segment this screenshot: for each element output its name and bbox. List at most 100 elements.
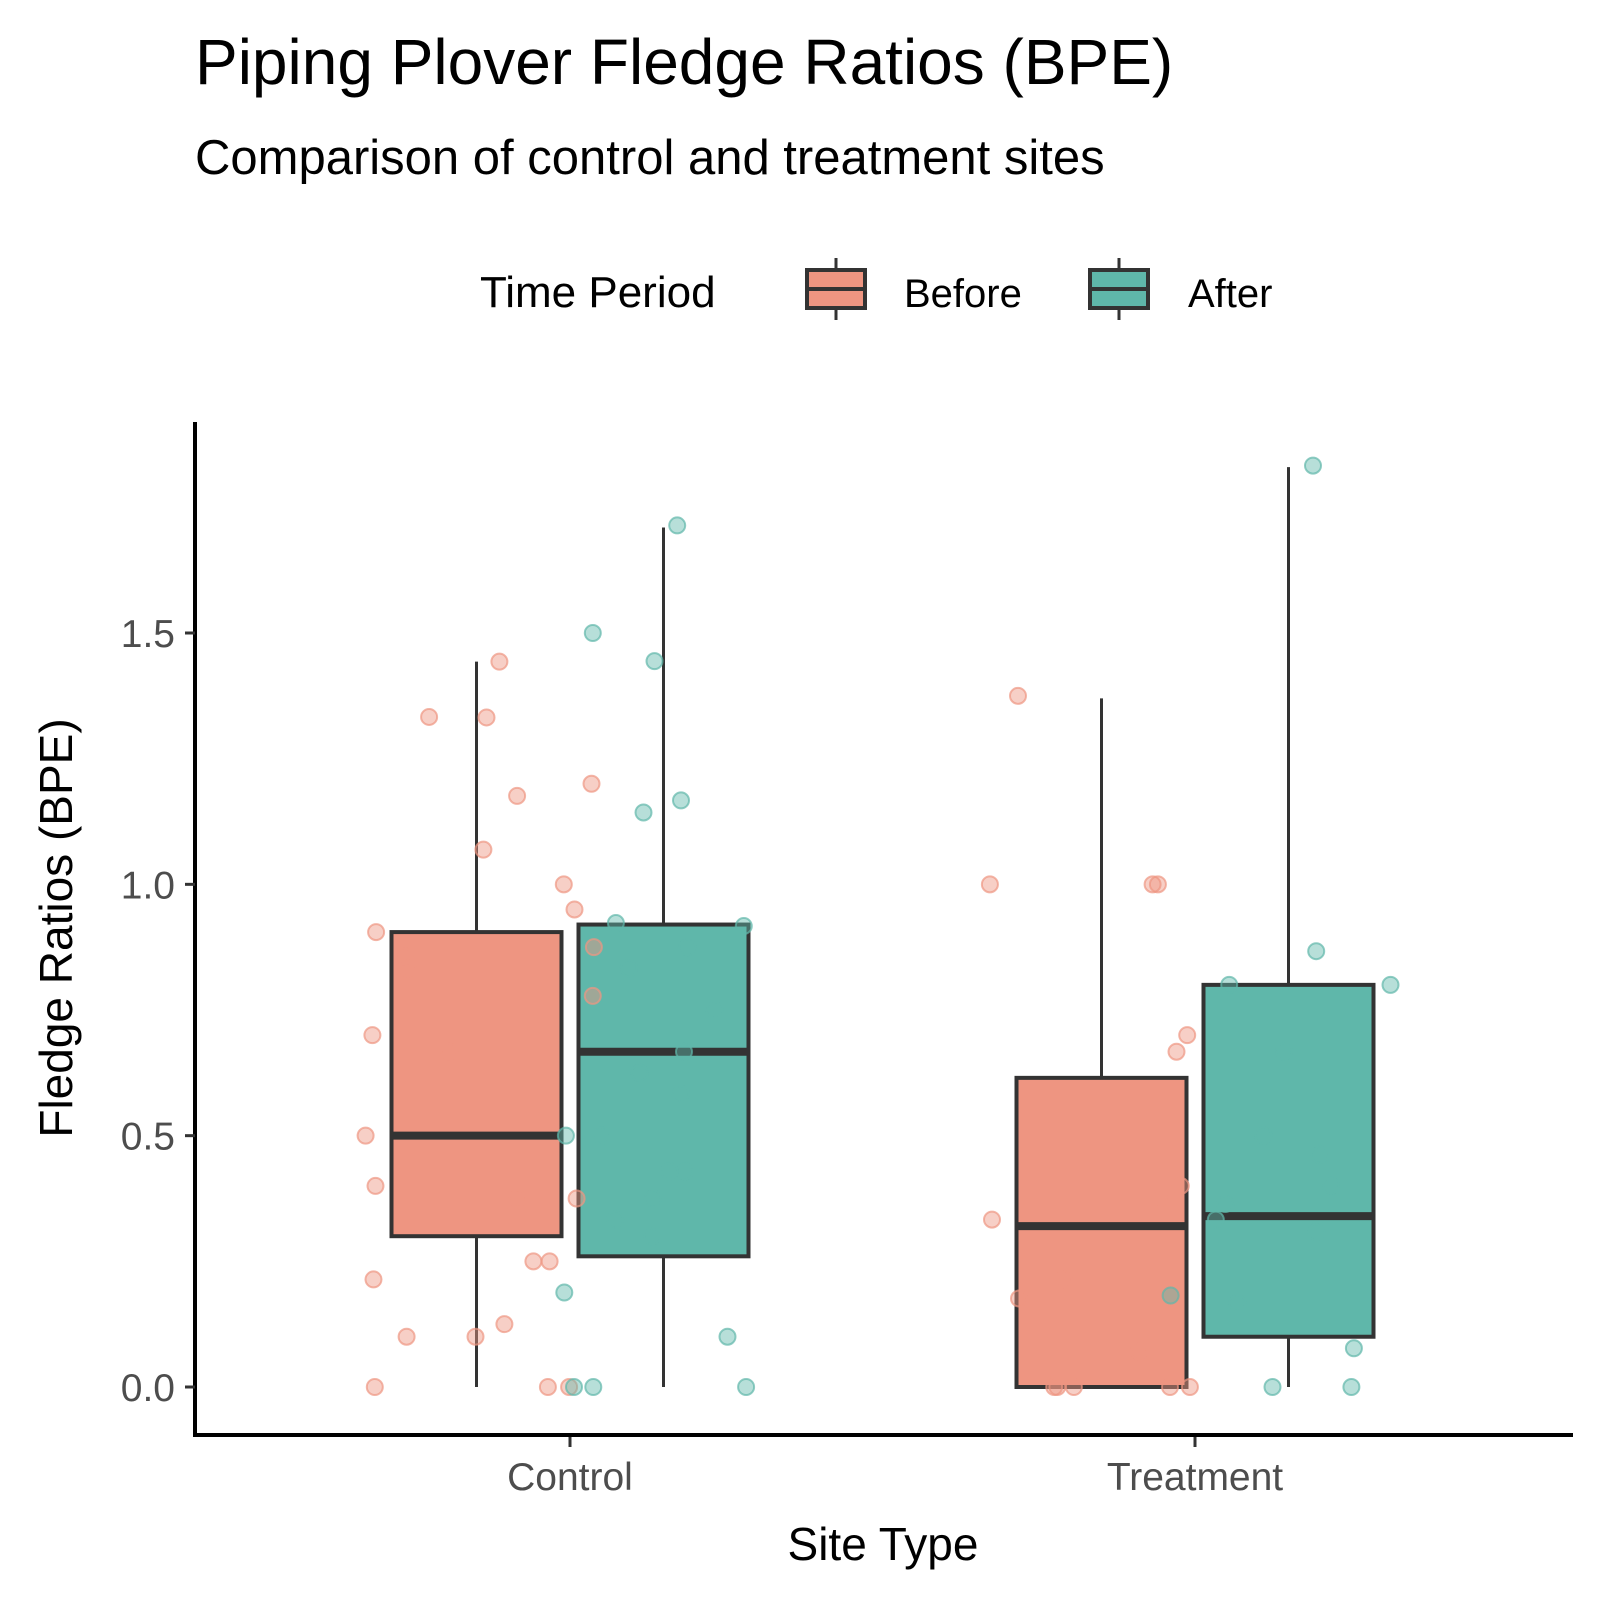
point-after-control-14 — [556, 1126, 575, 1145]
y-tick-label-1: 0.5 — [121, 1116, 175, 1159]
point-after-control-4 — [634, 803, 653, 822]
legend-label-before: Before — [904, 272, 1022, 316]
legend-label-after: After — [1188, 272, 1272, 316]
point-before-treatment-2 — [1143, 875, 1162, 894]
point-before-control-2 — [477, 708, 496, 727]
point-after-treatment-0 — [1304, 456, 1322, 475]
point-after-control-20 — [555, 1283, 574, 1302]
point-before-control-11 — [395, 947, 414, 966]
point-after-control-9 — [705, 1001, 724, 1019]
x-axis-title: Site Type — [788, 1518, 979, 1570]
point-after-control-0 — [668, 516, 687, 535]
point-after-treatment-5 — [1254, 1126, 1273, 1145]
box-after-treatment — [1201, 982, 1376, 1339]
point-after-treatment-8 — [1216, 1195, 1235, 1214]
point-before-control-24 — [397, 1327, 416, 1346]
point-before-control-17 — [508, 1189, 527, 1208]
point-after-treatment-15 — [1263, 1378, 1282, 1396]
point-before-control-21 — [364, 1270, 383, 1289]
point-after-control-19 — [643, 1227, 662, 1246]
point-before-control-5 — [474, 840, 493, 859]
point-before-treatment-12 — [1064, 1378, 1083, 1396]
point-before-control-12 — [583, 986, 602, 1005]
point-after-treatment-11 — [1161, 1286, 1180, 1305]
box-after-control — [576, 922, 751, 1259]
point-after-treatment-6 — [1310, 1145, 1329, 1164]
point-before-treatment-4 — [1178, 1026, 1197, 1045]
box-before-treatment — [1014, 1075, 1189, 1389]
point-before-treatment-16 — [1180, 1378, 1199, 1396]
point-before-control-14 — [440, 1042, 459, 1061]
box-before-control — [389, 930, 564, 1239]
point-after-control-10 — [675, 1042, 693, 1061]
point-before-treatment-10 — [1010, 1289, 1028, 1308]
legend: Time Period Before After — [480, 258, 1272, 320]
point-before-treatment-14 — [1161, 1378, 1179, 1396]
point-after-control-7 — [678, 938, 697, 957]
point-after-control-18 — [606, 1210, 625, 1229]
point-before-control-7 — [565, 900, 584, 919]
point-before-treatment-6 — [1171, 1176, 1190, 1195]
point-after-control-16 — [660, 1162, 679, 1181]
point-before-control-1 — [420, 707, 439, 726]
point-after-treatment-4 — [1274, 1042, 1293, 1061]
point-before-control-22 — [495, 1315, 514, 1334]
point-before-control-15 — [356, 1126, 375, 1145]
point-after-control-1 — [583, 624, 602, 642]
point-before-treatment-11 — [1130, 1342, 1148, 1361]
point-after-treatment-3 — [1220, 975, 1239, 994]
legend-key-before — [805, 258, 867, 320]
point-after-control-8 — [619, 959, 638, 978]
x-axis-ticks: Control Treatment — [507, 1437, 1283, 1499]
point-before-control-19 — [540, 1252, 559, 1271]
y-tick-label-0: 0.0 — [121, 1367, 175, 1410]
point-before-treatment-3 — [1148, 875, 1167, 894]
point-before-control-13 — [363, 1026, 382, 1045]
x-tick-label-control: Control — [507, 1456, 633, 1499]
point-after-control-17 — [643, 1189, 662, 1208]
legend-title: Time Period — [480, 268, 716, 317]
point-before-control-18 — [567, 1189, 586, 1208]
point-after-treatment-12 — [1228, 1294, 1247, 1313]
point-before-control-6 — [554, 875, 573, 894]
chart-title: Piping Plover Fledge Ratios (BPE) — [195, 26, 1173, 98]
x-tick-label-treatment: Treatment — [1107, 1456, 1283, 1499]
point-before-treatment-5 — [1167, 1042, 1186, 1061]
point-after-control-15 — [676, 1162, 694, 1181]
point-after-control-3 — [672, 791, 690, 810]
point-after-treatment-10 — [1307, 1223, 1326, 1242]
point-after-treatment-1 — [1307, 942, 1326, 961]
point-after-control-11 — [630, 1063, 649, 1082]
point-after-control-22 — [584, 1378, 603, 1396]
point-after-control-23 — [565, 1378, 583, 1396]
y-tick-label-3: 1.5 — [121, 613, 175, 656]
point-before-control-9 — [584, 938, 603, 957]
point-before-control-4 — [508, 786, 527, 805]
legend-key-after — [1088, 258, 1150, 320]
point-before-treatment-7 — [1149, 1189, 1168, 1208]
point-after-treatment-13 — [1344, 1339, 1363, 1358]
point-after-control-5 — [606, 914, 625, 933]
point-after-control-24 — [737, 1378, 756, 1396]
point-after-control-6 — [734, 917, 753, 936]
point-after-control-12 — [671, 1084, 690, 1103]
point-before-control-20 — [524, 1252, 543, 1271]
point-before-control-26 — [365, 1378, 384, 1396]
y-axis-ticks: 0.0 0.5 1.0 1.5 — [121, 613, 195, 1410]
point-before-control-23 — [466, 1327, 485, 1346]
point-after-control-13 — [592, 1126, 611, 1145]
point-before-control-8 — [367, 923, 386, 942]
point-before-control-25 — [560, 1378, 579, 1396]
point-before-control-27 — [538, 1378, 557, 1396]
point-before-treatment-1 — [980, 875, 999, 894]
chart-subtitle: Comparison of control and treatment site… — [195, 131, 1105, 185]
point-after-treatment-2 — [1381, 975, 1400, 994]
point-after-control-21 — [718, 1327, 737, 1346]
y-axis-title: Fledge Ratios (BPE) — [30, 718, 82, 1137]
y-tick-label-2: 1.0 — [121, 864, 175, 907]
point-before-treatment-0 — [1009, 686, 1027, 705]
point-after-treatment-14 — [1342, 1378, 1361, 1396]
point-before-control-16 — [366, 1176, 385, 1195]
point-before-treatment-9 — [1054, 1270, 1073, 1289]
